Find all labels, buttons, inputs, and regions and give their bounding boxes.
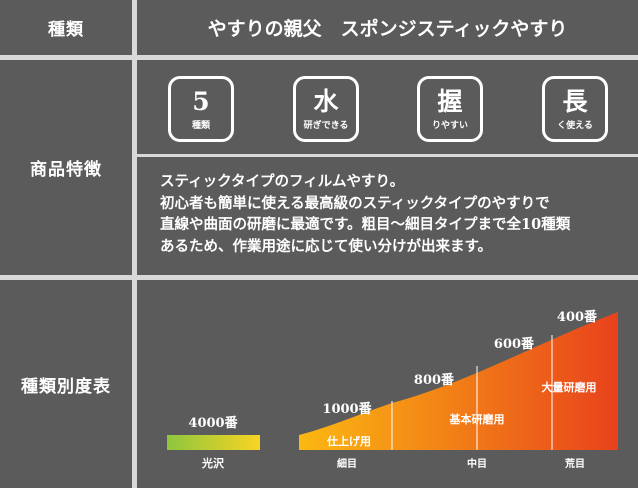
divider-top [0,55,638,60]
grit-ramp-area [299,312,618,450]
usage-label: 大量研磨用 [542,380,597,394]
feature-badge-kanji: 握 [437,86,463,116]
row-label-features: 商品特徴 [30,160,102,180]
category-label: 荒目 [564,457,585,470]
usage-label: 基本研磨用 [449,412,505,426]
feature-divider [137,154,638,157]
grit-label: 800番 [414,372,455,388]
gloss-bar [167,435,260,450]
description-line: 初心者も簡単に使える最高級のスティックタイプのやすりで [160,194,550,212]
feature-badge-grip: 握 りやすい [417,76,483,142]
feature-badge-caption: 種類 [191,120,210,131]
grit-label: 400番 [557,309,598,325]
product-description: スティックタイプのフィルムやすり。 初心者も簡単に使える最高級のスティックタイプ… [160,171,630,257]
grit-chart: 4000番 1000番 800番 600番 400番 仕上げ用 基本研磨用 大量… [167,309,618,470]
grit-label: 600番 [494,336,535,352]
grit-label: 1000番 [322,401,372,417]
description-line: あるため、作業用途に応じて使い分けが出来ます。 [160,237,493,255]
divider-middle [0,275,638,280]
category-label: 光沢 [201,456,225,470]
feature-badge-caption: りやすい [431,120,468,131]
description-line: 直線や曲面の研磨に最適です。粗目～細目タイプまで全10種類 [160,216,571,233]
feature-badge-water: 水 研ぎできる [293,76,359,142]
product-title: やすりの親父 スポンジスティックやすり [207,18,568,40]
description-line: スティックタイプのフィルムやすり。 [160,173,405,190]
feature-badge-durable: 長 く使える [542,76,608,142]
feature-badge-types: 5 種類 [168,76,234,142]
category-label: 細目 [337,457,357,470]
feature-badge-kanji: 長 [562,86,588,116]
row-label-grades: 種類別度表 [21,376,111,397]
feature-badge-caption: く使える [557,120,593,131]
feature-badge-caption: 研ぎできる [303,120,349,131]
feature-badge-number: 5 [192,86,210,116]
usage-label: 仕上げ用 [326,434,371,448]
row-label-kind: 種類 [48,20,84,40]
feature-badge-kanji: 水 [313,86,339,116]
column-divider [132,0,137,488]
grit-label: 4000番 [188,415,238,431]
category-label: 中目 [467,457,487,470]
